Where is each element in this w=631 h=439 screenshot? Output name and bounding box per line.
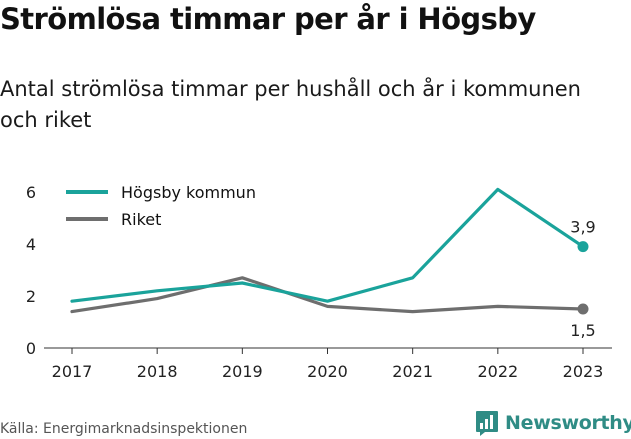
newsworthy-logo-icon — [476, 410, 498, 436]
y-tick-label: 0 — [26, 339, 36, 358]
y-tick-label: 6 — [26, 183, 36, 202]
brand-name: Newsworthy — [505, 412, 631, 434]
series-end-label-1: 1,5 — [570, 321, 595, 340]
axis-layer: 0 2 4 6 2017 2018 2019 2020 2021 2022 2023 — [26, 183, 612, 381]
legend-label-1: Riket — [121, 210, 161, 229]
chart-title: Strömlösa timmar per år i Högsby — [0, 2, 536, 36]
series-line-1 — [70, 276, 585, 314]
source-note: Källa: Energimarknadsinspektionen — [0, 421, 248, 437]
x-tick-label: 2017 — [52, 362, 93, 381]
x-tick-label: 2022 — [477, 362, 518, 381]
y-tick-label: 2 — [26, 287, 36, 306]
legend-label-0: Högsby kommun — [121, 183, 256, 202]
chart-subtitle: Antal strömlösa timmar per hushåll och å… — [0, 77, 581, 132]
x-tick-label: 2023 — [563, 362, 604, 381]
series-end-point-0 — [577, 241, 589, 253]
x-tick-label: 2020 — [307, 362, 348, 381]
series-line-0 — [70, 187, 585, 303]
y-tick-label: 4 — [26, 235, 36, 254]
series-end-point-1 — [577, 303, 589, 315]
series-end-label-0: 3,9 — [570, 218, 595, 237]
x-tick-label: 2021 — [392, 362, 433, 381]
legend: Högsby kommun Riket — [66, 183, 256, 229]
x-tick-label: 2018 — [137, 362, 178, 381]
x-tick-label: 2019 — [222, 362, 263, 381]
brand-logo: Newsworthy — [475, 408, 631, 438]
series-layer: 1,5 3,9 — [70, 187, 596, 340]
